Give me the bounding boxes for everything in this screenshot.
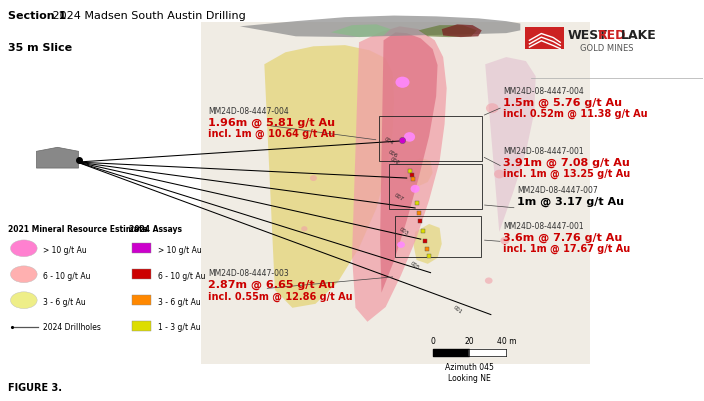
Text: 3.91m @ 7.08 g/t Au: 3.91m @ 7.08 g/t Au (503, 157, 629, 168)
Text: incl. 0.52m @ 11.38 g/t Au: incl. 0.52m @ 11.38 g/t Au (503, 109, 648, 119)
Text: 6 - 10 g/t Au: 6 - 10 g/t Au (158, 271, 206, 280)
Ellipse shape (404, 133, 415, 142)
Text: > 10 g/t Au: > 10 g/t Au (44, 245, 87, 254)
Ellipse shape (486, 104, 498, 114)
Text: 3 - 6 g/t Au: 3 - 6 g/t Au (44, 297, 86, 306)
Polygon shape (264, 46, 394, 308)
Text: 6 - 10 g/t Au: 6 - 10 g/t Au (44, 271, 91, 280)
Polygon shape (485, 58, 536, 232)
Text: MM24D-08-4447-007: MM24D-08-4447-007 (517, 185, 598, 194)
Text: MM24D-08-4447-001: MM24D-08-4447-001 (503, 221, 584, 230)
FancyBboxPatch shape (201, 23, 591, 364)
Ellipse shape (410, 185, 420, 193)
Ellipse shape (396, 77, 410, 89)
Polygon shape (404, 159, 433, 186)
Polygon shape (441, 25, 482, 38)
Text: LAKE: LAKE (620, 29, 656, 42)
Text: 003: 003 (398, 226, 410, 236)
Ellipse shape (494, 170, 505, 179)
Bar (132, 243, 151, 253)
Text: 004: 004 (383, 136, 394, 146)
Ellipse shape (11, 240, 37, 257)
Text: 20: 20 (465, 336, 474, 344)
Text: GOLD MINES: GOLD MINES (580, 43, 634, 53)
Ellipse shape (310, 176, 317, 182)
Polygon shape (352, 27, 446, 322)
Text: 1 - 3 g/t Au: 1 - 3 g/t Au (158, 323, 201, 332)
Ellipse shape (485, 278, 493, 284)
Text: incl. 0.55m @ 12.86 g/t Au: incl. 0.55m @ 12.86 g/t Au (208, 291, 353, 301)
Bar (396, 217, 481, 257)
Text: FIGURE 3.: FIGURE 3. (8, 383, 63, 393)
Text: incl. 1m @ 10.64 g/t Au: incl. 1m @ 10.64 g/t Au (208, 129, 336, 139)
Text: > 10 g/t Au: > 10 g/t Au (158, 245, 202, 254)
Text: 2024 Assays: 2024 Assays (129, 225, 182, 233)
Bar (525, 28, 565, 51)
Text: 1m @ 3.17 g/t Au: 1m @ 3.17 g/t Au (517, 196, 624, 206)
Text: MM24D-08-4447-004: MM24D-08-4447-004 (503, 87, 584, 96)
Text: 006: 006 (387, 149, 398, 158)
Bar (132, 321, 151, 331)
Text: 1.96m @ 5.81 g/t Au: 1.96m @ 5.81 g/t Au (208, 117, 335, 128)
Text: 3.6m @ 7.76 g/t Au: 3.6m @ 7.76 g/t Au (503, 232, 622, 242)
Text: incl. 1m @ 17.67 g/t Au: incl. 1m @ 17.67 g/t Au (503, 243, 630, 253)
Bar (132, 295, 151, 305)
Polygon shape (380, 33, 438, 293)
Bar (132, 269, 151, 279)
Text: 005: 005 (409, 260, 420, 270)
Polygon shape (331, 25, 391, 38)
Text: incl. 1m @ 13.25 g/t Au: incl. 1m @ 13.25 g/t Au (503, 168, 630, 178)
Text: MM24D-08-4447-003: MM24D-08-4447-003 (208, 269, 289, 278)
Text: Looking NE: Looking NE (448, 373, 491, 382)
Polygon shape (414, 225, 441, 264)
Text: 35 m Slice: 35 m Slice (8, 43, 73, 53)
Text: 002: 002 (389, 156, 401, 165)
Text: 001: 001 (453, 304, 463, 314)
Text: 2.87m @ 6.65 g/t Au: 2.87m @ 6.65 g/t Au (208, 279, 335, 290)
Ellipse shape (301, 227, 308, 232)
Text: MM24D-08-4447-004: MM24D-08-4447-004 (208, 107, 289, 115)
Text: 2021 Mineral Resource Estimate: 2021 Mineral Resource Estimate (8, 225, 148, 233)
Bar (389, 165, 482, 209)
Text: 40 m: 40 m (496, 336, 516, 344)
Ellipse shape (397, 242, 405, 248)
Polygon shape (240, 16, 520, 38)
Polygon shape (419, 26, 477, 38)
Ellipse shape (11, 266, 37, 283)
Text: RED: RED (598, 29, 626, 42)
Ellipse shape (11, 292, 37, 309)
Text: 1.5m @ 5.76 g/t Au: 1.5m @ 5.76 g/t Au (503, 97, 622, 108)
Text: MM24D-08-4447-001: MM24D-08-4447-001 (503, 146, 584, 156)
Text: 2024 Drillholes: 2024 Drillholes (44, 323, 101, 332)
Text: 2024 Madsen South Austin Drilling: 2024 Madsen South Austin Drilling (49, 11, 246, 21)
Ellipse shape (501, 237, 510, 245)
Text: 0: 0 (430, 336, 435, 344)
Polygon shape (37, 148, 79, 169)
Text: 3 - 6 g/t Au: 3 - 6 g/t Au (158, 297, 201, 306)
Text: Azimuth 045: Azimuth 045 (445, 363, 494, 372)
Text: WEST: WEST (567, 29, 607, 42)
Text: Section 1: Section 1 (8, 11, 67, 21)
Text: 007: 007 (394, 192, 405, 201)
Bar (379, 117, 482, 162)
